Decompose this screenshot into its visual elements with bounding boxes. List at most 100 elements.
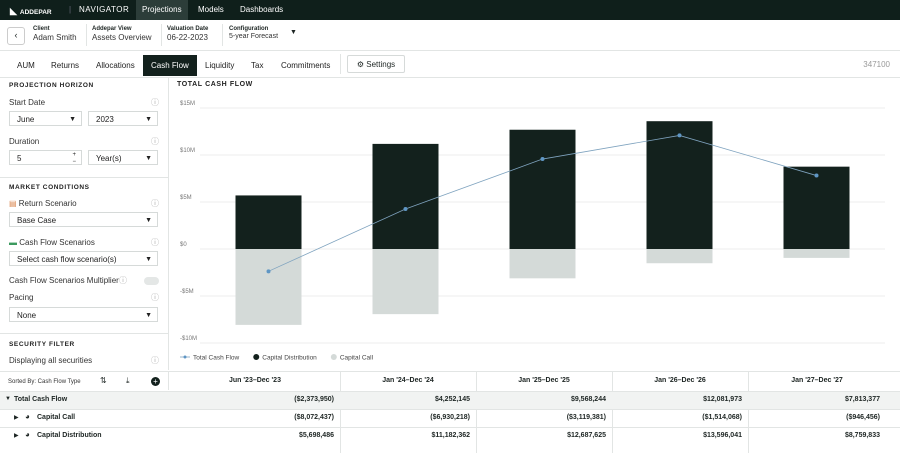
scenario-icon: ▤ xyxy=(9,199,19,208)
logo[interactable]: ◣ ADDEPAR xyxy=(10,6,52,17)
legend-marker xyxy=(330,354,337,360)
separator: | xyxy=(69,5,72,14)
table: Sorted By: Cash Flow Type ⇅ ⤓ + Jun '23–… xyxy=(0,371,900,453)
row-icon: ◕ xyxy=(25,430,30,439)
product-name: NAVIGATOR xyxy=(79,5,130,14)
bar xyxy=(646,121,713,249)
column-divider xyxy=(476,372,477,453)
tab-active[interactable]: Cash Flow xyxy=(143,55,197,76)
sidebar: PROJECTION HORIZON Start Date ⓘ June ▼ 20… xyxy=(0,78,169,370)
cell: $9,568,244 xyxy=(570,396,606,403)
back-button[interactable]: ‹ xyxy=(7,27,25,45)
settings-button[interactable]: ⚙ Settings xyxy=(347,55,405,73)
column-header: Jun '23–Dec '23 xyxy=(229,377,281,384)
pacing-select[interactable]: None ▼ xyxy=(9,307,158,322)
cell: ($1,514,068) xyxy=(702,414,742,421)
header-bar: ‹ Client Adam Smith Addepar View Assets … xyxy=(0,20,900,51)
nav-item[interactable]: Projections xyxy=(136,0,188,20)
field-label: Displaying all securities xyxy=(9,356,93,365)
stepper[interactable]: + − xyxy=(72,152,76,165)
divider xyxy=(86,24,87,46)
row-bg xyxy=(0,409,900,428)
column-header: Jan '24–Dec '24 xyxy=(382,377,434,384)
tab[interactable]: Commitments xyxy=(281,61,331,70)
bar xyxy=(509,249,576,279)
field-label: Start Date xyxy=(9,98,46,107)
cell: $13,596,041 xyxy=(703,432,742,439)
line-point xyxy=(403,207,408,212)
info-icon[interactable]: ⓘ xyxy=(151,293,159,302)
legend-marker xyxy=(183,355,187,359)
legend-label: Capital Distribution xyxy=(262,355,317,362)
unit-select[interactable]: Year(s) ▼ xyxy=(88,150,158,165)
config-dropdown[interactable]: ▼ xyxy=(290,29,297,36)
field-label: Addepar View xyxy=(92,26,132,32)
section-title: MARKET CONDITIONS xyxy=(9,184,90,191)
info-icon[interactable]: ⓘ xyxy=(151,199,159,208)
line-point xyxy=(266,269,271,274)
legend-label: Capital Call xyxy=(340,355,374,362)
info-icon[interactable]: ⓘ xyxy=(151,98,159,107)
field-label: Valuation Date xyxy=(167,26,209,32)
column-header: Jan '25–Dec '25 xyxy=(518,377,570,384)
row-bg xyxy=(0,427,900,446)
cell: ($8,072,437) xyxy=(294,414,334,421)
bar xyxy=(509,129,576,249)
return-select[interactable]: Base Case ▼ xyxy=(9,212,158,227)
expand-toggle[interactable]: ▶ xyxy=(14,415,19,421)
export-icon[interactable]: ⤓ xyxy=(126,376,130,385)
cash-flow-select[interactable]: Select cash flow scenario(s) ▼ xyxy=(9,251,158,266)
info-icon[interactable]: ⓘ xyxy=(119,276,127,285)
bar xyxy=(646,249,713,264)
tab[interactable]: Tax xyxy=(251,61,264,70)
settings-icon: ⚙ xyxy=(356,60,367,69)
field-label: Cash Flow Scenarios Multiplier xyxy=(9,276,119,285)
sort-icon[interactable]: ⇅ xyxy=(100,376,107,385)
year-select[interactable]: 2023 ▼ xyxy=(88,111,158,126)
y-tick-label: $0 xyxy=(180,242,187,248)
expand-toggle[interactable]: ▶ xyxy=(14,433,19,439)
cash-icon: ▬ xyxy=(9,238,20,247)
column-divider xyxy=(340,372,341,453)
field-value: Adam Smith xyxy=(33,33,77,42)
info-icon[interactable]: ⓘ xyxy=(151,137,159,146)
cell: $5,698,486 xyxy=(298,432,334,439)
caret: ▼ xyxy=(145,217,152,224)
line-point xyxy=(677,133,682,138)
bar xyxy=(372,249,439,315)
row-icon: ◕ xyxy=(25,412,30,421)
settings-label: Settings xyxy=(366,60,396,69)
cell: $11,182,362 xyxy=(431,432,470,439)
legend-marker xyxy=(253,354,260,360)
select-value: June xyxy=(17,115,35,124)
line-point xyxy=(814,173,819,178)
row-bg xyxy=(0,391,900,410)
select-value: 2023 xyxy=(96,115,114,124)
month-select[interactable]: June ▼ xyxy=(9,111,82,126)
tab[interactable]: Liquidity xyxy=(205,61,235,70)
field-label: Configuration xyxy=(229,26,269,32)
select-value: Select cash flow scenario(s) xyxy=(17,255,117,264)
y-tick-label: $5M xyxy=(180,195,192,201)
nav-item[interactable]: Dashboards xyxy=(240,5,284,14)
divider xyxy=(222,24,223,46)
duration-input[interactable]: 5 + − xyxy=(9,150,82,165)
expand-toggle[interactable]: ▼ xyxy=(5,396,11,402)
tab[interactable]: Allocations xyxy=(96,61,135,70)
table-header-bg xyxy=(168,372,900,390)
field-label: Client xyxy=(33,26,50,32)
add-icon[interactable]: + xyxy=(151,377,160,386)
tab[interactable]: AUM xyxy=(17,61,35,70)
input-value: 5 xyxy=(17,154,22,163)
info-icon[interactable]: ⓘ xyxy=(151,356,159,365)
view-id: 347100 xyxy=(863,60,890,69)
nav-item[interactable]: Models xyxy=(198,5,224,14)
cell: ($946,456) xyxy=(846,414,880,421)
toggle[interactable] xyxy=(144,277,159,285)
sort-label: Sorted By: Cash Flow Type xyxy=(8,379,81,385)
caret: ▼ xyxy=(145,256,152,263)
tab[interactable]: Returns xyxy=(51,61,80,70)
top-nav: ◣ ADDEPAR | NAVIGATOR Projections Models … xyxy=(0,0,900,20)
info-icon[interactable]: ⓘ xyxy=(151,238,159,247)
logo-mark: ◣ xyxy=(10,6,17,16)
